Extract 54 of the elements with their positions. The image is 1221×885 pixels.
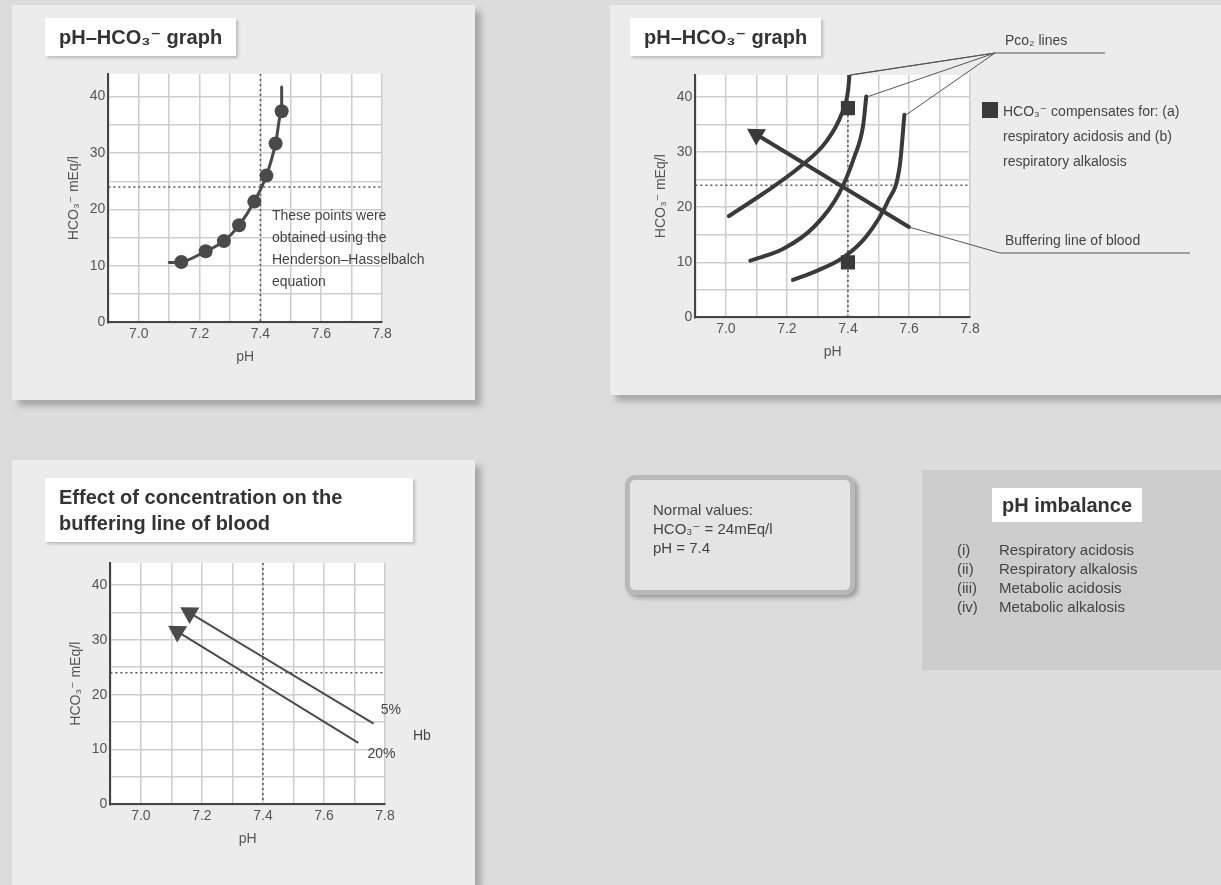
y-tick-label: 0 [684,308,693,325]
y-tick-label: 20 [676,198,693,215]
y-tick-label: 0 [97,313,106,330]
x-tick-label: 7.6 [311,324,332,341]
y-axis-title: HCO₃⁻ mEq/l [65,156,82,241]
x-tick-label: 7.2 [192,806,212,823]
text: (iv) Metabolic alkalosis [957,598,1125,615]
x-axis-title: pH [238,830,257,847]
y-tick-label: 0 [99,795,108,812]
annotation: Pco₂ lines [1005,32,1068,48]
chart-title: Effect of concentration on the buffering line of blood [45,478,413,542]
y-tick-label: 10 [91,740,108,757]
x-tick-label: 7.0 [716,319,736,336]
x-tick-label: 7.4 [838,319,858,336]
text: Buffering line of blood [1005,232,1141,248]
x-tick-label: 7.4 [250,324,271,341]
text: pH imbalance [992,488,1143,522]
y-tick-label: 20 [89,200,106,217]
y-tick-label: 40 [676,87,693,104]
x-tick-label: 7.6 [899,319,919,336]
series-label: 5% [380,701,402,718]
y-axis-title: HCO₃⁻ mEq/l [652,154,669,239]
y-tick-label: 10 [676,253,693,270]
x-tick-label: 7.8 [960,319,980,336]
x-tick-label: 7.0 [129,324,149,341]
text: Hb [413,727,432,743]
x-tick-label: 7.4 [253,806,273,823]
text: (i) Respiratory acidosis [957,541,1135,558]
y-tick-label: 30 [676,142,693,159]
y-tick-label: 30 [91,630,108,647]
x-tick-label: 7.0 [131,806,151,823]
annotation: These points were obtained using the Henderson–Hasselbalch equation [272,207,425,289]
text: (iii) Metabolic acidosis [957,579,1122,596]
y-tick-label: 30 [89,143,106,160]
chart-title: pH–HCO₃⁻ graph [45,18,237,56]
text: HCO₃⁻ = 24mEq/l [653,519,773,538]
series-label: 20% [367,745,396,762]
legend-label: HCO₃⁻ compensates for: (a) respiratory acidosis and (b) respiratory alkalosis [1003,103,1180,169]
text: pH = 7.4 [653,538,712,557]
x-tick-label: 7.2 [189,324,210,341]
text: (ii) Respiratory alkalosis [957,560,1138,577]
y-axis-title: HCO₃⁻ mEq/l [67,641,84,726]
x-axis-title: pH [823,343,842,360]
x-tick-label: 7.6 [314,806,334,823]
x-tick-label: 7.8 [372,324,392,341]
y-tick-label: 40 [91,575,108,592]
y-tick-label: 10 [89,256,106,273]
text: Normal values: [653,500,755,519]
y-tick-label: 20 [91,685,108,702]
x-axis-title: pH [236,348,255,365]
x-tick-label: 7.2 [777,319,797,336]
y-tick-label: 40 [89,87,106,104]
x-tick-label: 7.8 [375,806,395,823]
chart-title: pH–HCO₃⁻ graph [630,18,822,56]
